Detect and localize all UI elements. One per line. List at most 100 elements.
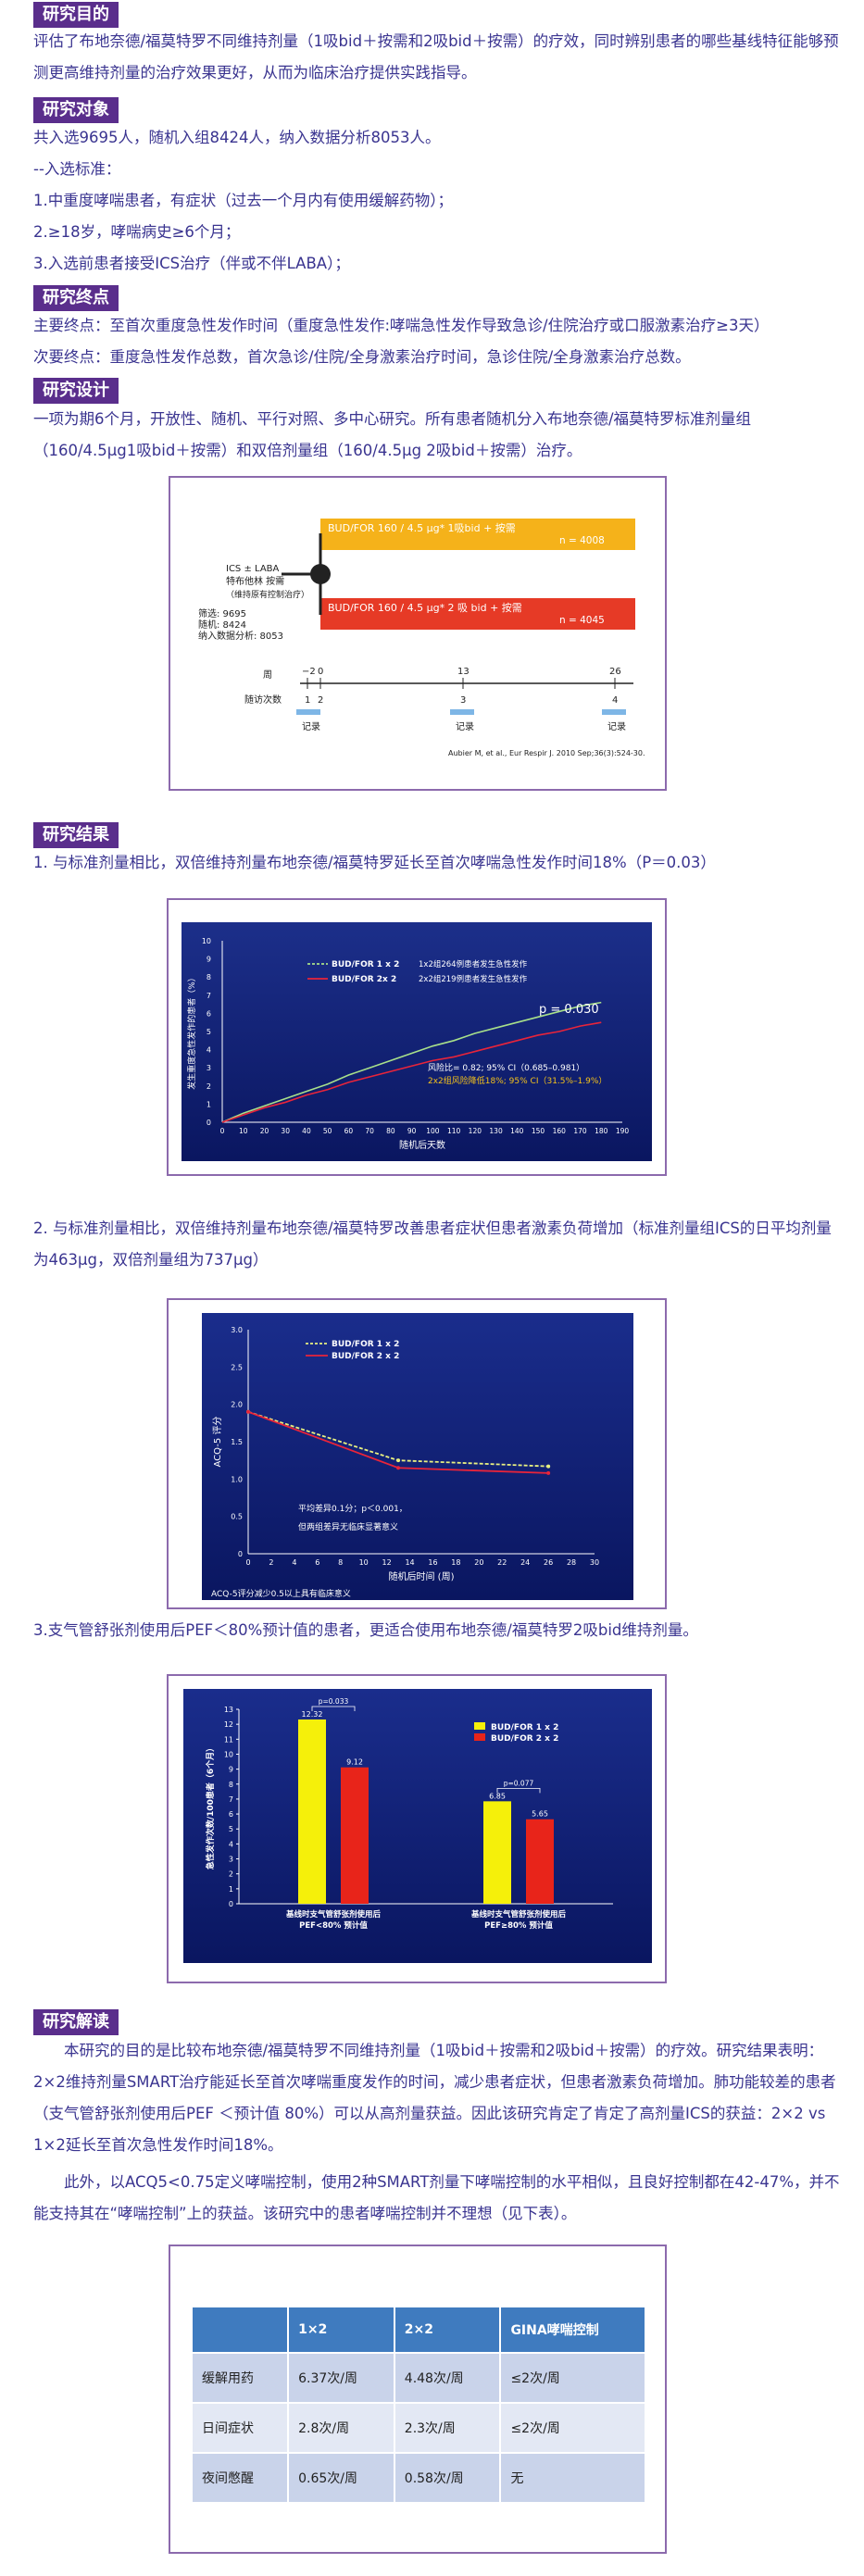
legend-note: 1x2组264例患者发生急性发作 [419,959,528,969]
table-header: GINA哮喘控制 [499,2306,646,2354]
y-tick-label: 13 [224,1706,233,1714]
bar-value-label: 12.32 [302,1710,323,1719]
results-section: 研究结果 [33,822,119,848]
arm2-label: BUD/FOR 160 / 4.5 μg* 2 吸 bid + 按需 [328,601,522,614]
y-tick-label: 9 [207,956,211,964]
acq5-line-chart: 00.51.01.52.02.53.00 2 4 6 8 10 12 14 16 18 20 22 24… [202,1313,633,1600]
x-tick-label: 20 [474,1558,483,1567]
arm1-label: BUD/FOR 160 / 4.5 μg* 1吸bid + 按需 [328,521,516,534]
gina-comparison-table: 1×2 2×2 GINA哮喘控制 缓解用药 6.37次/周 4.48次/周 ≤2… [190,2306,646,2504]
series-line-1 [221,1001,602,1123]
visit-tick: 3 [460,695,466,706]
visit-tick: 2 [318,695,323,706]
x-tick-label: 70 [365,1127,374,1135]
x-tick-label: 4 [292,1558,296,1567]
bar [341,1767,369,1904]
y-tick-label: 1.5 [231,1438,243,1446]
x-tick-label: 180 [595,1127,608,1135]
x-tick-label: 80 [386,1127,395,1135]
interpretation-para-2: 此外，以ACQ5<0.75定义哮喘控制，使用2种SMART剂量下哮喘控制的水平相… [33,2173,840,2222]
x-tick-label: 16 [428,1558,437,1567]
bar-value-label: 6.85 [489,1792,506,1800]
y-tick-label: 5 [207,1028,211,1036]
subjects-line: 2.≥18岁，哮喘病史≥6个月； [33,223,241,241]
x-tick-label: 150 [532,1127,545,1135]
section-title-results: 研究结果 [33,822,119,848]
table-cell: 夜间憋醒 [190,2452,290,2504]
table-cell: 无 [499,2452,646,2504]
legend-label: BUD/FOR 2 x 2 [332,1352,399,1361]
x-tick-label: 6 [315,1558,319,1567]
category-label: PEF<80% 预计值 [299,1920,368,1931]
x-tick-label: 140 [510,1127,524,1135]
screened-label: 筛选: 9695 [198,607,246,619]
data-point [246,1409,250,1414]
table-header: 1×2 [287,2306,395,2354]
x-tick-label: 28 [567,1558,576,1567]
y-tick-label: 7 [207,992,211,1000]
x-tick-label: 24 [520,1558,530,1567]
arm2-n: n = 4045 [559,615,605,626]
record-label: 记录 [302,721,320,732]
table-cell: 6.37次/周 [287,2352,395,2404]
section-title-design: 研究设计 [33,378,119,404]
hazard-ratio: 风险比= 0.82; 95% CI（0.685–0.981） [428,1062,584,1073]
secondary-endpoint: 次要终点：重度急性发作总数，首次急诊/住院/全身激素治疗时间，急诊住院/全身激素… [33,348,691,366]
record-bar [602,709,626,715]
table-row: 缓解用药 6.37次/周 4.48次/周 ≤2次/周 [190,2352,646,2404]
y-tick-label: 10 [224,1750,233,1758]
analyzed-label: 纳入数据分析: 8053 [198,630,283,642]
y-tick-label: 1.0 [231,1475,243,1483]
purpose-text: 评估了布地奈德/福莫特罗不同维持剂量（1吸bid＋按需和2吸bid＋按需）的疗效… [33,32,839,81]
record-bar [450,709,474,715]
table-header: 2×2 [393,2306,502,2354]
table-row: 日间症状 2.8次/周 2.3次/周 ≤2次/周 [190,2402,646,2454]
y-tick-label: 0 [238,1550,243,1558]
p-value-label: p=0.077 [504,1779,534,1787]
subjects-line: --入选标准： [33,160,121,178]
y-tick-label: 4 [207,1046,211,1055]
legend-label: BUD/FOR 1 x 2 [491,1723,558,1732]
data-point [396,1458,401,1463]
week-tick: 0 [318,667,323,677]
record-label: 记录 [456,721,474,732]
x-tick-label: 26 [544,1558,553,1567]
table-cell: 0.65次/周 [287,2452,395,2504]
x-tick-label: 10 [359,1558,369,1567]
table-cell: 0.58次/周 [393,2452,502,2504]
purpose-section: 研究目的 [33,2,119,28]
result-item-2: 2. 与标准剂量相比，双倍维持剂量布地奈德/福莫特罗改善患者症状但患者激素负荷增… [33,1219,832,1269]
figure2-box: 0 0.5 1.0 1.5 2.0 2.5 3.0 0 2 4 6 8 10 12 14 16 18 20 22 24… [167,1298,667,1609]
table-cell: 4.48次/周 [393,2352,502,2404]
x-tick-label: 30 [590,1558,599,1567]
bar [483,1801,511,1904]
randomization-node [310,564,331,584]
x-tick-label: 18 [451,1558,460,1567]
randomized-label: 随机: 8424 [198,619,246,631]
x-tick-label: 50 [323,1127,332,1135]
y-tick-label: 2 [207,1082,211,1091]
week-tick: −2 [302,667,316,677]
y-tick-label: 7 [229,1795,233,1804]
difference-note: 但两组差异无临床显著意义 [298,1521,398,1532]
y-tick-label: 0 [229,1900,233,1908]
x-tick-label: 0 [220,1127,225,1135]
y-tick-label: 1 [207,1100,211,1108]
x-axis-label: 随机后天数 [399,1139,445,1151]
record-label: 记录 [607,721,626,732]
y-tick-label: 0.5 [231,1513,243,1521]
x-tick-label: 0 [245,1558,250,1567]
x-tick-label: 10 [239,1127,248,1135]
data-point [396,1466,401,1470]
bar-value-label: 9.12 [346,1758,363,1767]
endpoints-section: 研究终点 [33,285,119,311]
table-cell: 日间症状 [190,2402,290,2454]
y-tick-label: 2.5 [231,1363,243,1371]
visit-label: 随访次数 [244,694,282,706]
x-tick-label: 100 [426,1127,440,1135]
table-header [190,2306,290,2354]
interpretation-para-1: 本研究的目的是比较布地奈德/福莫特罗不同维持剂量（1吸bid＋按需和2吸bid＋… [33,2042,836,2154]
design-section: 研究设计 [33,378,119,404]
series-line-2 [221,1021,602,1123]
